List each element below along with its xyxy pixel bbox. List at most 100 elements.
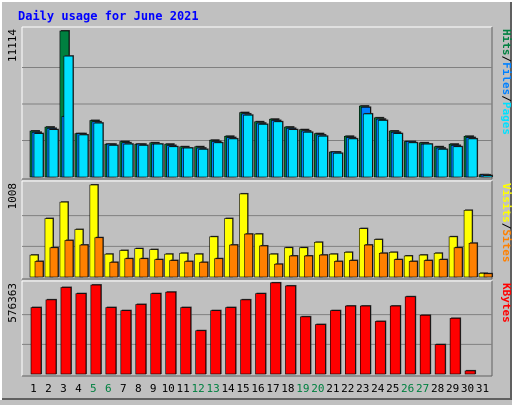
day-label-6: 6	[105, 382, 112, 395]
bar-kbytes-day-12	[195, 330, 206, 375]
bar-kbytes-day-27	[419, 315, 431, 375]
day-label-11: 11	[177, 382, 190, 395]
bar-pages-day-3	[63, 55, 74, 178]
bar-pages-day-25	[392, 133, 403, 178]
bar-sites-day-10	[169, 260, 179, 278]
bar-pages-day-1	[33, 133, 44, 178]
bar-sites-day-19	[304, 255, 313, 278]
day-label-7: 7	[120, 382, 127, 395]
bar-visits-day-5	[89, 184, 99, 278]
bar-kbytes-day-5	[90, 284, 102, 375]
bar-pages-day-6	[108, 145, 119, 178]
day-label-29: 29	[446, 382, 459, 395]
bar-sites-day-17	[274, 263, 283, 278]
bar-kbytes-day-2	[45, 299, 57, 375]
panel-max-label: 11114	[6, 29, 19, 62]
bar-pages-day-21	[333, 153, 343, 178]
bar-pages-day-27	[422, 143, 433, 178]
day-label-15: 15	[236, 382, 249, 395]
bar-pages-day-12	[198, 149, 208, 178]
day-label-8: 8	[135, 382, 142, 395]
bar-pages-day-11	[183, 147, 193, 178]
bar-pages-day-20	[318, 135, 328, 178]
bar-kbytes-day-16	[255, 293, 266, 375]
bar-pages-day-28	[437, 149, 448, 178]
bar-sites-day-7	[124, 258, 134, 278]
bar-pages-day-30	[467, 138, 478, 178]
panel-legend: KBytes	[500, 283, 512, 323]
bar-pages-day-23	[362, 113, 373, 178]
legend-visits: Visits	[500, 183, 512, 223]
bar-kbytes-day-24	[374, 321, 386, 375]
bar-kbytes-day-3	[60, 287, 72, 375]
legend-separator: /	[500, 95, 512, 102]
bar-pages-day-10	[168, 146, 179, 178]
bar-pages-day-26	[407, 142, 418, 178]
panel-legend: Hits/Files/Pages	[500, 29, 512, 135]
bar-kbytes-day-23	[359, 305, 371, 375]
legend-separator: /	[500, 56, 512, 63]
bar-sites-day-9	[154, 259, 164, 278]
bar-kbytes-day-1	[30, 307, 42, 375]
chart-title: Daily usage for June 2021	[18, 9, 199, 23]
bar-sites-day-16	[259, 245, 268, 278]
day-label-22: 22	[341, 382, 354, 395]
bar-kbytes-day-14	[225, 307, 236, 375]
bar-kbytes-day-13	[210, 310, 221, 375]
day-label-5: 5	[90, 382, 97, 395]
bar-kbytes-day-6	[105, 307, 117, 375]
bar-sites-day-13	[214, 258, 223, 278]
bar-pages-day-15	[243, 114, 253, 178]
bar-sites-day-31	[483, 273, 493, 278]
bar-sites-day-18	[289, 255, 298, 278]
series-kbytes	[30, 281, 477, 375]
legend-pages: Pages	[500, 102, 512, 135]
bar-sites-day-12	[199, 262, 208, 278]
bar-pages-day-13	[213, 142, 223, 178]
day-label-4: 4	[75, 382, 82, 395]
legend-kbytes: KBytes	[500, 283, 512, 323]
day-label-12: 12	[192, 382, 205, 395]
panel-kbytes: 576363 KBytes	[6, 280, 512, 377]
bar-kbytes-day-21	[330, 310, 341, 375]
bar-sites-day-8	[139, 258, 149, 278]
bar-pages-day-24	[377, 120, 388, 178]
bar-kbytes-day-28	[434, 344, 446, 375]
day-label-26: 26	[401, 382, 414, 395]
bar-sites-day-24	[378, 252, 388, 278]
panel-max-label: 1008	[6, 183, 19, 210]
bar-kbytes-day-18	[285, 285, 296, 375]
panel-visits-sites: 1008 Visits/Sites	[6, 180, 512, 280]
day-label-23: 23	[356, 382, 369, 395]
day-label-1: 1	[30, 382, 37, 395]
bar-kbytes-day-22	[345, 305, 356, 375]
day-label-28: 28	[431, 382, 444, 395]
bar-kbytes-day-10	[165, 291, 177, 375]
day-axis: 1 2 3 4 5 6 7 8 9 10 11 12 13 14 15 16 17 18 19 20 21 22 23 24 2…	[30, 382, 489, 395]
day-label-14: 14	[221, 382, 235, 395]
bar-sites-day-2	[49, 247, 59, 278]
bar-pages-day-16	[258, 124, 268, 178]
bar-sites-day-4	[79, 244, 89, 278]
bar-kbytes-day-15	[240, 299, 251, 375]
bar-sites-day-26	[408, 261, 418, 278]
bar-kbytes-day-8	[135, 304, 147, 375]
bar-kbytes-day-26	[404, 296, 416, 375]
bar-sites-day-11	[184, 261, 193, 278]
bar-pages-day-9	[153, 143, 164, 178]
legend-separator: /	[500, 223, 512, 230]
bar-pages-day-5	[93, 122, 104, 178]
bar-sites-day-27	[423, 260, 433, 278]
bar-sites-day-1	[34, 261, 44, 278]
bar-pages-day-4	[78, 134, 89, 178]
bar-pages-day-18	[288, 129, 298, 178]
series-sites	[34, 233, 494, 278]
day-label-18: 18	[281, 382, 294, 395]
bar-sites-day-20	[319, 254, 328, 278]
bar-pages-day-8	[138, 145, 149, 178]
bar-pages-day-29	[452, 146, 463, 178]
bar-sites-day-14	[229, 244, 238, 278]
day-label-27: 27	[416, 382, 429, 395]
